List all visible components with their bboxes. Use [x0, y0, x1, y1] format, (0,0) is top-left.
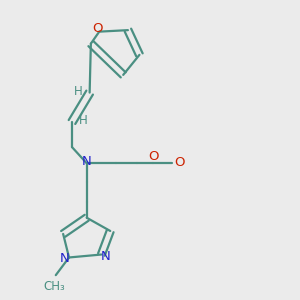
Text: O: O: [174, 156, 185, 169]
Text: O: O: [148, 150, 159, 163]
Text: H: H: [74, 85, 82, 98]
Text: N: N: [60, 252, 70, 266]
Text: N: N: [101, 250, 111, 262]
Text: O: O: [92, 22, 103, 35]
Text: N: N: [82, 155, 92, 168]
Text: H: H: [80, 114, 88, 127]
Text: CH₃: CH₃: [44, 280, 65, 293]
